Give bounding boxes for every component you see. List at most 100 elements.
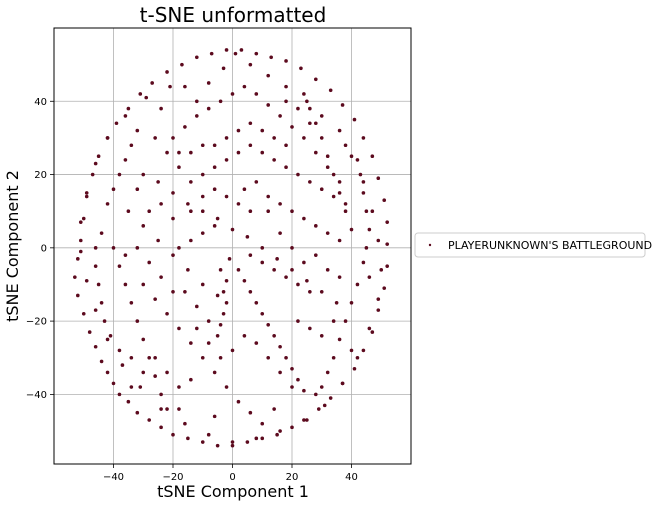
- scatter-point: [236, 150, 241, 155]
- scatter-point: [230, 92, 235, 96]
- scatter-point: [343, 319, 348, 323]
- scatter-point: [224, 136, 229, 140]
- scatter-point: [385, 242, 390, 246]
- scatter-point: [153, 297, 157, 301]
- scatter-point: [189, 150, 193, 155]
- x-axis-label: tSNE Component 1: [157, 482, 309, 501]
- scatter-point: [159, 202, 163, 206]
- scatter-point: [177, 150, 181, 155]
- scatter-point: [325, 370, 330, 375]
- y-tick-label: −40: [26, 390, 47, 401]
- scatter-point: [189, 180, 193, 184]
- y-axis-label: tSNE Component 2: [3, 170, 22, 322]
- scatter-point: [269, 55, 273, 60]
- scatter-point: [236, 268, 241, 272]
- scatter-point: [370, 209, 375, 213]
- scatter-point: [200, 355, 205, 360]
- scatter-point: [200, 194, 205, 199]
- scatter-point: [299, 66, 303, 71]
- y-tick-label: −20: [26, 317, 47, 328]
- scatter-point: [239, 48, 244, 52]
- scatter-point: [361, 348, 366, 353]
- scatter-point: [290, 425, 294, 430]
- scatter-point: [78, 238, 83, 243]
- scatter-point: [129, 385, 134, 389]
- scatter-point: [135, 410, 140, 415]
- scatter-point: [322, 403, 327, 408]
- scatter-point: [325, 268, 330, 272]
- scatter-point: [370, 154, 375, 159]
- scatter-point: [376, 297, 381, 301]
- scatter-point: [302, 136, 306, 140]
- scatter-point: [195, 114, 199, 118]
- scatter-point: [290, 246, 294, 250]
- scatter-point: [260, 436, 265, 441]
- scatter-point: [349, 300, 354, 305]
- scatter-point: [84, 191, 89, 195]
- scatter-point: [284, 143, 288, 148]
- scatter-point: [81, 311, 86, 316]
- scatter-point: [206, 341, 211, 345]
- scatter-point: [230, 443, 235, 448]
- scatter-point: [93, 246, 98, 250]
- scatter-point: [177, 407, 181, 411]
- scatter-point: [141, 370, 146, 375]
- scatter-point: [84, 279, 89, 283]
- scatter-point: [260, 246, 265, 250]
- scatter-point: [186, 202, 190, 206]
- scatter-point: [272, 268, 276, 272]
- scatter-point: [266, 355, 271, 360]
- scatter-point: [147, 209, 151, 213]
- scatter-point: [337, 275, 342, 279]
- scatter-point: [105, 337, 110, 342]
- legend-marker: [428, 243, 432, 247]
- scatter-point: [266, 194, 271, 199]
- scatter-point: [284, 99, 288, 104]
- scatter-point: [260, 421, 265, 426]
- y-axis-ticks: −40 −20 0 20 40: [26, 97, 54, 401]
- scatter-point: [236, 202, 241, 206]
- scatter-point: [224, 48, 229, 52]
- scatter-point: [376, 176, 381, 181]
- scatter-point: [180, 62, 184, 67]
- scatter-point: [183, 84, 187, 89]
- x-tick-label: 40: [345, 472, 358, 483]
- scatter-point: [343, 202, 348, 206]
- scatter-point: [224, 158, 229, 162]
- scatter-point: [117, 348, 122, 353]
- scatter-point: [153, 374, 157, 378]
- scatter-point: [340, 103, 345, 107]
- scatter-point: [331, 319, 336, 323]
- scatter-point: [266, 73, 271, 78]
- scatter-point: [325, 154, 330, 159]
- scatter-point: [123, 253, 128, 257]
- scatter-point: [233, 51, 238, 56]
- scatter-point: [331, 172, 336, 177]
- scatter-point: [367, 275, 372, 279]
- scatter-point: [349, 348, 354, 353]
- scatter-point: [183, 289, 187, 294]
- scatter-point: [272, 333, 276, 338]
- scatter-point: [105, 136, 110, 140]
- scatter-point: [212, 187, 217, 192]
- scatter-point: [87, 330, 92, 334]
- scatter-point: [111, 187, 116, 192]
- scatter-point: [305, 99, 309, 104]
- scatter-point: [102, 319, 107, 323]
- scatter-point: [248, 289, 253, 294]
- scatter-point: [195, 55, 199, 60]
- scatter-point: [96, 154, 101, 159]
- scatter-point: [302, 260, 306, 265]
- scatter-point: [230, 227, 235, 232]
- scatter-point: [171, 253, 175, 257]
- y-tick-label: 0: [41, 243, 47, 254]
- x-axis-ticks: −40 −20 0 20 40: [103, 464, 358, 483]
- scatter-point: [171, 216, 175, 221]
- scatter-point: [206, 319, 211, 323]
- scatter-point: [111, 246, 116, 250]
- scatter-point: [215, 333, 220, 338]
- scatter-point: [337, 238, 342, 243]
- scatter-point: [376, 238, 381, 243]
- scatter-point: [337, 128, 342, 133]
- scatter-point: [99, 359, 104, 364]
